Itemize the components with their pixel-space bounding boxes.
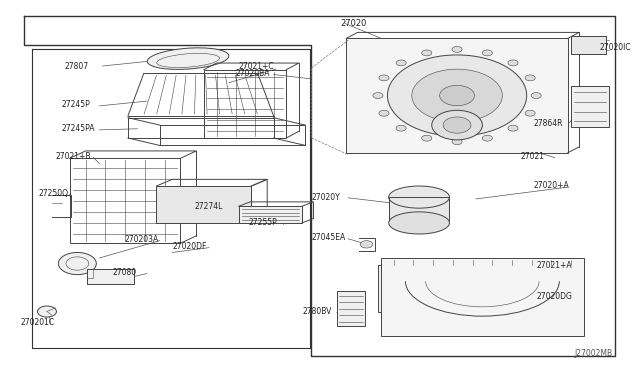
Circle shape: [483, 50, 492, 56]
Text: 27045EA: 27045EA: [312, 233, 346, 242]
Text: 27080: 27080: [112, 268, 136, 277]
Circle shape: [379, 75, 389, 81]
Text: 27864R: 27864R: [533, 119, 563, 128]
Bar: [381, 258, 584, 336]
Text: 27274L: 27274L: [195, 202, 223, 211]
Text: 270201C: 270201C: [20, 318, 54, 327]
Circle shape: [58, 253, 97, 275]
Text: 27021+A: 27021+A: [536, 261, 572, 270]
Circle shape: [508, 60, 518, 66]
Text: 27020: 27020: [340, 19, 366, 28]
Circle shape: [525, 75, 535, 81]
Bar: [70, 158, 180, 243]
Ellipse shape: [388, 186, 449, 208]
Circle shape: [432, 110, 483, 140]
Circle shape: [387, 55, 527, 136]
Circle shape: [452, 139, 462, 145]
Circle shape: [396, 60, 406, 66]
Text: 27020Y: 27020Y: [312, 193, 340, 202]
Circle shape: [452, 46, 462, 52]
Bar: [87, 269, 134, 284]
Bar: [571, 86, 609, 127]
Text: 27250Q: 27250Q: [38, 189, 68, 198]
Text: 27020BA: 27020BA: [236, 69, 270, 78]
Ellipse shape: [147, 48, 229, 70]
Text: 2780BV: 2780BV: [302, 307, 332, 316]
Bar: [239, 206, 302, 223]
Circle shape: [422, 50, 432, 56]
Text: 27020DG: 27020DG: [536, 292, 572, 301]
Circle shape: [38, 306, 56, 317]
Circle shape: [422, 135, 432, 141]
Bar: [388, 197, 449, 223]
Text: 27245P: 27245P: [61, 100, 90, 109]
Circle shape: [483, 135, 492, 141]
Circle shape: [531, 93, 541, 99]
Circle shape: [525, 110, 535, 116]
Circle shape: [360, 241, 373, 248]
Bar: [156, 186, 252, 223]
Bar: [346, 38, 568, 153]
Circle shape: [508, 125, 518, 131]
Text: 27020+A: 27020+A: [533, 182, 569, 190]
Text: 27020IC: 27020IC: [600, 43, 631, 52]
Bar: [571, 36, 606, 54]
Text: J27002MB: J27002MB: [574, 349, 612, 358]
Ellipse shape: [388, 212, 449, 234]
Text: 27255P: 27255P: [248, 218, 277, 227]
Text: 27021+C: 27021+C: [239, 61, 275, 71]
Bar: [378, 265, 580, 311]
Circle shape: [379, 110, 389, 116]
Text: 27021+B: 27021+B: [55, 152, 91, 161]
Circle shape: [412, 69, 502, 122]
Text: 270203A: 270203A: [125, 235, 159, 244]
Circle shape: [373, 93, 383, 99]
Circle shape: [443, 117, 471, 133]
Bar: [337, 291, 365, 326]
Text: 27807: 27807: [65, 61, 89, 71]
Circle shape: [440, 86, 474, 106]
Bar: [204, 70, 286, 138]
Text: 27021: 27021: [520, 152, 545, 161]
Text: 27020DF: 27020DF: [172, 243, 207, 251]
Circle shape: [396, 125, 406, 131]
Text: 27245PA: 27245PA: [61, 124, 95, 133]
